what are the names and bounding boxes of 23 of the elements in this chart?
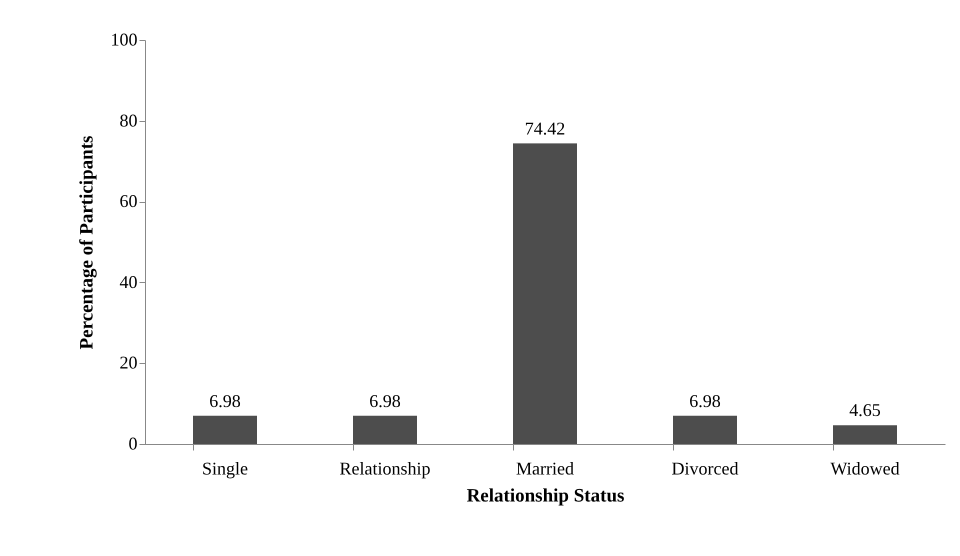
y-tick-label: 60 <box>120 191 138 212</box>
y-tick-label: 40 <box>120 272 138 292</box>
bar <box>353 416 417 444</box>
bar <box>673 416 737 444</box>
y-axis-title: Percentage of Participants <box>76 136 98 350</box>
x-tick-label: Widowed <box>830 458 900 478</box>
x-tick-label: Divorced <box>672 458 738 478</box>
y-tick-label: 80 <box>120 110 138 130</box>
data-label: 6.98 <box>369 390 401 411</box>
y-tick-label: 20 <box>120 352 138 373</box>
bar <box>513 143 577 444</box>
y-tick-label: 0 <box>128 434 138 454</box>
x-tick-label: Relationship <box>340 458 430 478</box>
y-tick-label: 100 <box>110 30 138 50</box>
x-tick-label: Single <box>202 458 248 478</box>
data-label: 6.98 <box>689 390 721 411</box>
data-label: 74.42 <box>524 118 566 138</box>
data-label: 6.98 <box>209 390 241 411</box>
x-tick-label: Married <box>516 458 574 478</box>
bar <box>193 416 257 444</box>
bar <box>833 425 897 444</box>
x-axis-title: Relationship Status <box>466 486 624 506</box>
data-label: 4.65 <box>849 400 881 420</box>
